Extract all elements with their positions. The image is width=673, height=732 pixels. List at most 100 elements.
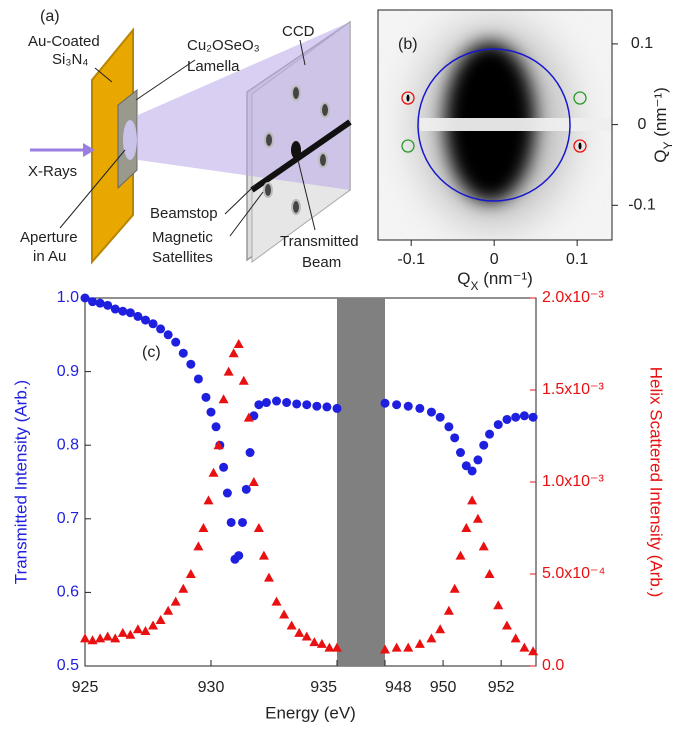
- y-tick-label: 0.6: [57, 584, 79, 601]
- circle-point: [110, 304, 120, 314]
- circle-point: [493, 420, 503, 430]
- triangle-point: [140, 626, 151, 636]
- circle-point: [403, 401, 413, 411]
- triangle-point: [461, 523, 472, 532]
- y-axis-label: QY (nm⁻¹): [651, 87, 673, 163]
- x-tick-label: 0.1: [566, 251, 588, 268]
- y2-axis-label: Helix Scattered Intensity (Arb.): [647, 367, 666, 598]
- triangle-point: [102, 631, 113, 641]
- triangle-point: [132, 624, 143, 634]
- triangle-point: [426, 633, 437, 643]
- label: Si₃N₄: [52, 51, 88, 68]
- label: Beam: [302, 254, 341, 271]
- circle-point: [450, 433, 460, 443]
- triangle-point: [414, 638, 425, 648]
- triangle-point: [519, 642, 530, 652]
- triangle-point: [248, 477, 259, 486]
- triangle-point: [455, 550, 466, 560]
- triangle-point: [243, 412, 254, 422]
- triangle-point: [125, 629, 136, 639]
- circle-point: [467, 466, 477, 476]
- triangle-point: [178, 583, 189, 593]
- y-tick-label: 0.5: [57, 657, 79, 674]
- setup-diagram: (a) Au-Coated Si₃N₄ Cu₂OSeO₃ Lamella CCD…: [20, 8, 359, 271]
- triangle-point: [87, 635, 98, 645]
- y-tick-label: 1.0: [57, 289, 79, 306]
- x-tick-label: 935: [310, 679, 337, 696]
- circle-point: [312, 401, 322, 411]
- triangle-point: [391, 642, 402, 652]
- circle-point: [118, 306, 128, 316]
- circle-point: [211, 422, 221, 432]
- y-axis-label: Transmitted Intensity (Arb.): [11, 380, 30, 584]
- triangle-point: [238, 375, 249, 385]
- triangle-point: [208, 467, 219, 477]
- label: Magnetic: [152, 229, 213, 246]
- circle-point: [282, 398, 292, 408]
- xray-arrowhead: [83, 143, 95, 157]
- triangle-point: [148, 620, 159, 630]
- triangle-point: [294, 627, 305, 637]
- circle-point: [241, 484, 251, 494]
- x-axis-label-sub: X: [470, 279, 478, 293]
- triangle-point: [484, 569, 495, 578]
- triangle-point: [203, 495, 214, 505]
- circle-point: [234, 551, 244, 561]
- triangle-point: [472, 513, 483, 523]
- triangle-point: [271, 596, 282, 606]
- panel-label: (b): [398, 36, 418, 53]
- triangle-point: [279, 609, 290, 619]
- label: Transmitted: [280, 233, 359, 250]
- x-axis-label-rest: (nm⁻¹): [478, 269, 532, 288]
- triangle-point: [449, 583, 460, 593]
- triangle-point: [170, 596, 181, 606]
- y-tick-label: 0.8: [57, 436, 79, 453]
- triangle-point: [443, 605, 454, 615]
- panel-label: (a): [40, 8, 60, 25]
- y2-tick-label: 2.0x10⁻³: [542, 289, 604, 306]
- triangle-point: [528, 646, 539, 656]
- circle-point: [201, 392, 211, 402]
- triangle-point: [286, 620, 297, 630]
- x-tick-label: 952: [488, 679, 515, 696]
- label: Au-Coated: [28, 33, 100, 50]
- label: in Au: [33, 248, 66, 265]
- triangle-point: [510, 633, 521, 643]
- circle-point: [473, 455, 483, 465]
- beamstop-bar: [250, 119, 352, 193]
- circle-point: [456, 448, 465, 458]
- x-axis-label-main: Q: [457, 269, 470, 288]
- triangle-point: [155, 615, 166, 624]
- triangle-point: [198, 523, 209, 532]
- label: Lamella: [187, 58, 240, 75]
- y2-tick-label: 5.0x10⁻⁴: [542, 565, 605, 582]
- y2-tick-label: 1.0x10⁻³: [542, 473, 604, 490]
- circle-point: [163, 330, 173, 340]
- triangle-point: [332, 642, 342, 652]
- circle-point: [435, 412, 445, 422]
- circle-point: [156, 324, 166, 334]
- label: Satellites: [152, 249, 213, 266]
- triangle-point: [263, 572, 274, 582]
- circle-point: [226, 517, 236, 527]
- triangle-point: [253, 523, 264, 532]
- circle-point: [193, 374, 203, 384]
- y-tick-label: 0.7: [57, 510, 79, 527]
- circle-point: [219, 462, 229, 472]
- circle-point: [322, 402, 332, 412]
- triangle-point: [117, 627, 128, 637]
- label: Aperture: [20, 229, 78, 246]
- aperture: [123, 120, 137, 160]
- y-tick-label: -0.1: [628, 197, 656, 214]
- circle-point: [502, 414, 512, 424]
- circle-point: [245, 448, 255, 458]
- circle-point: [254, 400, 264, 410]
- triangle-point: [380, 644, 390, 654]
- triangle-point: [258, 550, 269, 560]
- axis-break: [337, 298, 385, 666]
- circle-point: [222, 488, 232, 498]
- circle-point: [519, 411, 529, 421]
- circle-point: [140, 315, 150, 325]
- circle-point: [178, 348, 188, 358]
